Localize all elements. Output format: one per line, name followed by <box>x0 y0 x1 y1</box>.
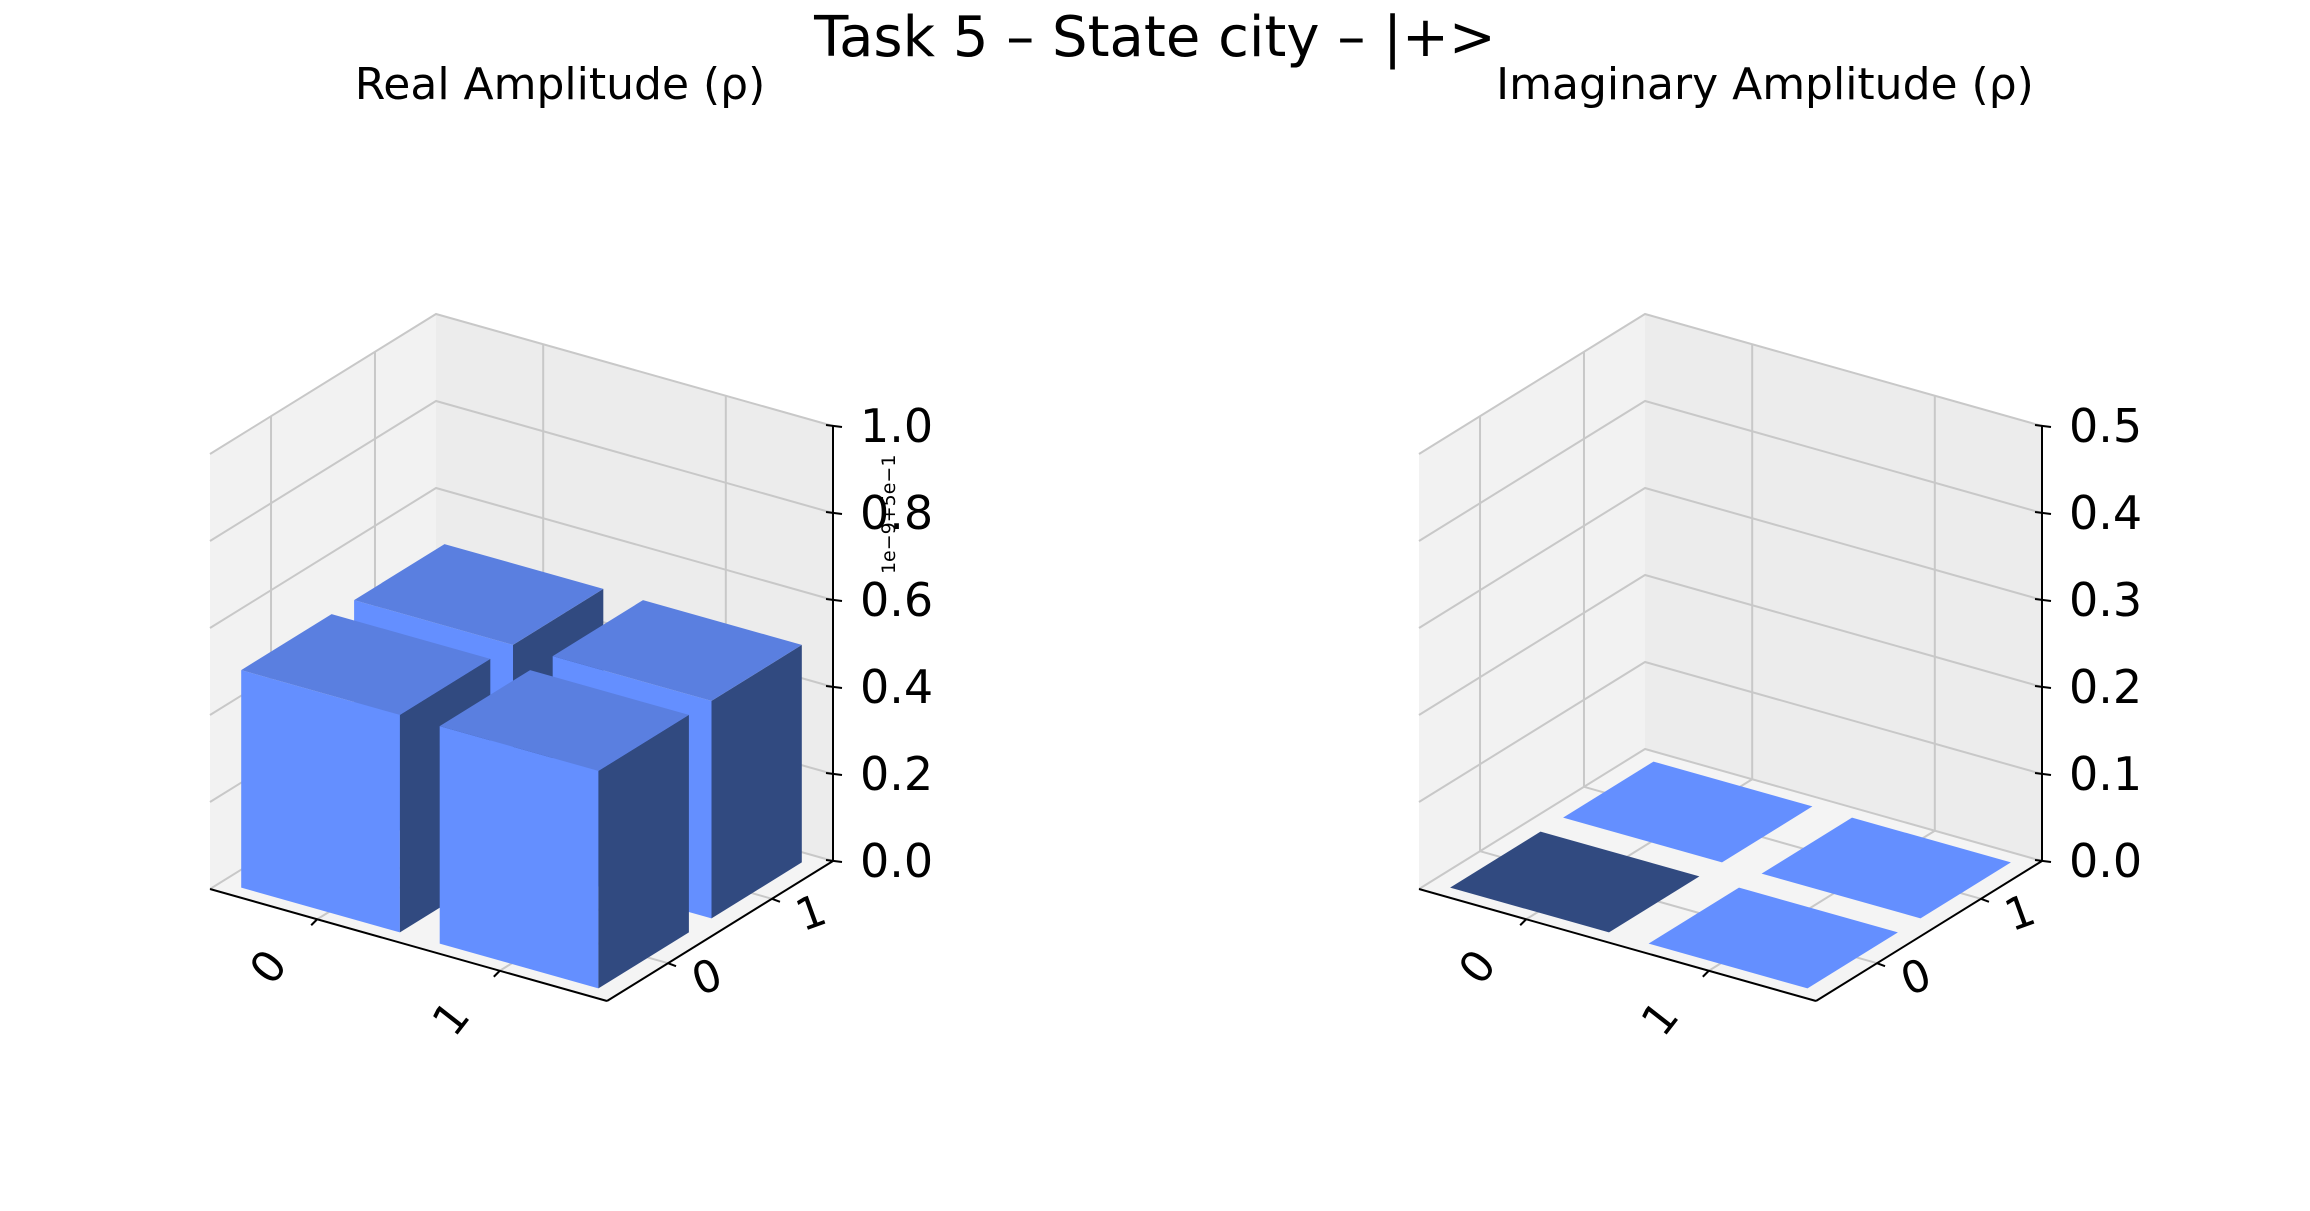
imag-pane-left <box>1419 314 1645 889</box>
real-bar-1-0-front-face <box>439 726 599 989</box>
real-amplitude-chart: 0.0 0.2 0.4 0.6 0.8 1.01e−9+5e−1 0 1 0 1 <box>209 312 933 1046</box>
imag-z-tick <box>2034 511 2052 515</box>
imag-z-tick-label: 0.2 <box>2069 660 2142 714</box>
real-x-tick-label: 0 <box>240 941 297 994</box>
real-bar-0-1-top-face <box>354 544 604 645</box>
real-bar-1-0 <box>439 670 689 989</box>
real-z-tick-label: 0.8 <box>860 486 933 540</box>
imag-bar-1-0 <box>1648 887 1898 989</box>
real-z-tick <box>825 598 843 602</box>
imag-x-tick-label: 1 <box>1632 992 1689 1045</box>
imag-z-gridline <box>1418 747 2043 890</box>
imag-x-tick-label: 0 <box>1449 941 1506 994</box>
imag-z-tick-label: 0.3 <box>2069 573 2142 627</box>
imag-bar-1-1 <box>1761 817 2011 919</box>
real-z-tick-label: 0.0 <box>860 834 933 888</box>
real-x-tick <box>493 970 501 978</box>
imag-bar-0-0 <box>1450 831 1700 933</box>
figure-title: Task 5 – State city – |+> <box>813 5 1496 70</box>
imag-z-gridline <box>1418 312 2043 455</box>
real-z-gridline <box>209 312 834 455</box>
imag-z-tick <box>2034 772 2052 776</box>
imag-y-tick-label: 0 <box>1894 949 1938 1007</box>
real-z-tick <box>825 424 843 428</box>
real-x-tick-label: 1 <box>423 992 480 1045</box>
real-bar-1-0-side-face <box>598 714 689 989</box>
real-bar-1-0-top-face <box>439 670 689 771</box>
imag-z-tick-label: 0.4 <box>2069 486 2142 540</box>
imag-z-tick-label: 0.0 <box>2069 834 2142 888</box>
imag-bar-0-1 <box>1563 761 1813 863</box>
real-bars <box>241 544 802 989</box>
imag-x-tick <box>1702 970 1710 978</box>
real-z-tick-label: 0.2 <box>860 747 933 801</box>
imaginary-amplitude-chart: 0.0 0.1 0.2 0.3 0.4 0.5 0 1 0 1 <box>1418 312 2142 1046</box>
imag-z-tick <box>2034 424 2052 428</box>
real-x-axis-line <box>209 888 608 1002</box>
imag-z-tick-label: 0.5 <box>2069 399 2142 453</box>
imag-z-gridline <box>1418 399 2043 542</box>
imag-z-gridline <box>1418 573 2043 716</box>
imag-bar-1-0-top-face <box>1648 887 1898 989</box>
real-z-tick-label: 1.0 <box>860 399 933 453</box>
real-panel-title: Real Amplitude (ρ) <box>355 59 766 110</box>
real-z-gridline <box>209 486 834 629</box>
real-z-tick <box>825 859 843 863</box>
real-z-gridline <box>209 399 834 542</box>
imag-bar-1-1-top-face <box>1761 817 2011 919</box>
real-bar-0-0-front-face <box>241 670 400 933</box>
imag-y-axis-line <box>1815 860 2043 1002</box>
real-z-tick <box>825 511 843 515</box>
real-z-tick-label: 0.6 <box>860 573 933 627</box>
imag-z-gridline <box>1418 486 2043 629</box>
imag-bar-0-1-top-face <box>1563 761 1813 863</box>
imag-x-axis-line <box>1418 888 1817 1002</box>
real-bar-1-1-side-face <box>711 644 802 919</box>
imag-z-tick <box>2034 598 2052 602</box>
imag-x-tick <box>1519 918 1527 926</box>
imag-y-tick-label: 1 <box>1998 884 2042 942</box>
real-y-tick-label: 0 <box>685 949 729 1007</box>
imag-panel-title: Imaginary Amplitude (ρ) <box>1496 59 2034 110</box>
imag-y-tick <box>1876 962 1886 968</box>
real-y-tick <box>771 897 781 903</box>
real-x-tick <box>310 918 318 926</box>
real-y-tick <box>667 962 677 968</box>
imag-pane-back <box>1645 314 2042 861</box>
real-z-tick <box>825 772 843 776</box>
imag-y-tick <box>1980 897 1990 903</box>
imag-z-tick <box>2034 685 2052 689</box>
real-bar-1-1-top-face <box>552 600 802 701</box>
imag-z-tick <box>2034 859 2052 863</box>
real-bar-0-0-top-face <box>241 614 491 715</box>
real-z-tick-label: 0.4 <box>860 660 933 714</box>
real-y-axis-line <box>606 860 834 1002</box>
real-z-tick <box>825 685 843 689</box>
real-y-tick-label: 1 <box>789 884 833 942</box>
imag-bars <box>1450 761 2011 989</box>
imag-bar-0-0-top-face <box>1450 831 1700 933</box>
imag-z-tick-label: 0.1 <box>2069 747 2142 801</box>
real-offset-text: 1e−9+5e−1 <box>878 455 900 575</box>
imag-z-gridline <box>1418 660 2043 803</box>
